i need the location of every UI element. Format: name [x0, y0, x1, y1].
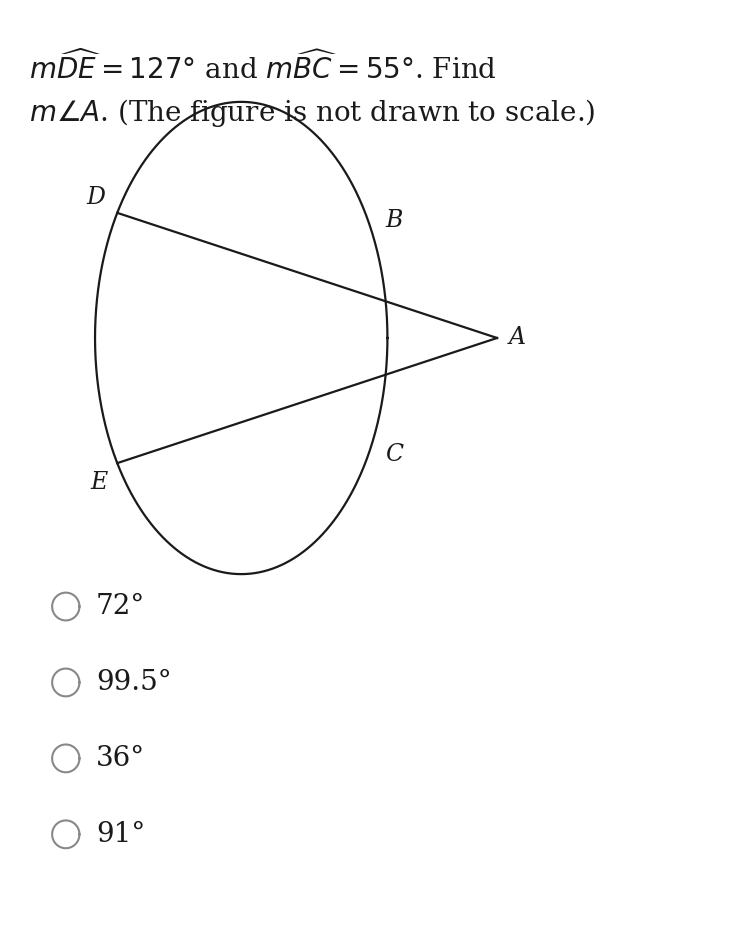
Text: A: A	[509, 327, 526, 349]
Text: 91°: 91°	[96, 820, 145, 848]
Text: E: E	[90, 471, 107, 494]
Text: 36°: 36°	[96, 745, 145, 772]
Text: B: B	[385, 209, 403, 232]
Text: C: C	[385, 443, 404, 466]
Text: D: D	[86, 186, 106, 209]
Text: $m\angle A$. (The figure is not drawn to scale.): $m\angle A$. (The figure is not drawn to…	[29, 97, 596, 130]
Text: 72°: 72°	[96, 593, 145, 620]
Text: $m\widehat{DE}=127°$ and $m\widehat{BC}=55°$. Find: $m\widehat{DE}=127°$ and $m\widehat{BC}=…	[29, 51, 497, 85]
Text: 99.5°: 99.5°	[96, 669, 171, 696]
